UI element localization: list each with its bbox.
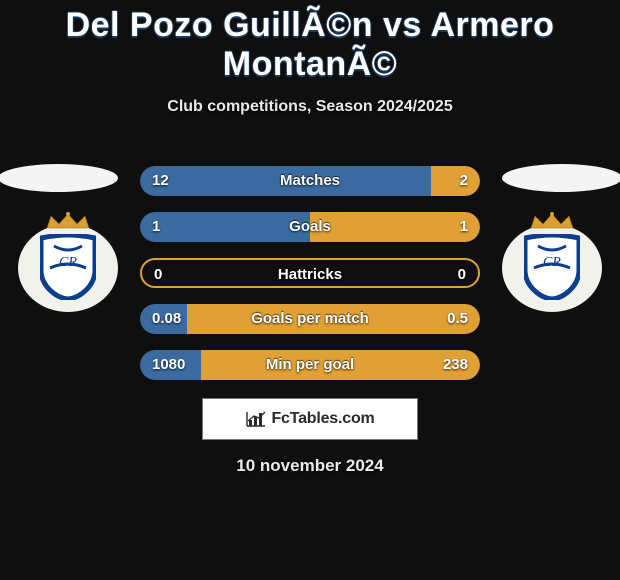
bar-segment-right xyxy=(431,166,480,196)
stat-value-right: 0 xyxy=(458,260,466,288)
page-title: Del Pozo GuillÃ©n vs Armero MontanÃ© xyxy=(0,0,620,84)
stat-bar: 11Goals xyxy=(140,212,480,242)
bar-segment-right xyxy=(187,304,480,334)
svg-text:CR: CR xyxy=(59,255,77,270)
bar-segment-left xyxy=(140,350,201,380)
player-photo-left xyxy=(0,164,118,192)
crown-icon xyxy=(529,212,575,230)
club-badge-right: CR xyxy=(502,212,602,312)
shield-icon: CR xyxy=(524,234,580,300)
stat-value-left: 0 xyxy=(154,260,162,288)
club-badge-left: CR xyxy=(18,212,118,312)
player-photo-right xyxy=(502,164,620,192)
bar-segment-left xyxy=(140,212,310,242)
svg-text:CR: CR xyxy=(543,255,561,270)
bar-segment-right xyxy=(201,350,480,380)
bar-segment-right xyxy=(310,212,480,242)
bar-segment-left xyxy=(140,166,431,196)
bar-segment-left xyxy=(140,304,187,334)
watermark-box: FcTables.com xyxy=(202,398,418,440)
stat-bars: 122Matches 11Goals 0 0Hattricks 0.080.5Goals… xyxy=(140,166,480,396)
shield-icon: CR xyxy=(40,234,96,300)
stat-bar: 122Matches xyxy=(140,166,480,196)
chart-icon xyxy=(245,410,267,428)
date-label: 10 november 2024 xyxy=(0,456,620,476)
stat-bar: 0.080.5Goals per match xyxy=(140,304,480,334)
page-subtitle: Club competitions, Season 2024/2025 xyxy=(0,98,620,116)
stat-bar: 0 0Hattricks xyxy=(140,258,480,288)
crown-icon xyxy=(45,212,91,230)
watermark-text: FcTables.com xyxy=(271,410,374,428)
stat-label: Hattricks xyxy=(142,260,478,288)
stat-bar: 1080238Min per goal xyxy=(140,350,480,380)
